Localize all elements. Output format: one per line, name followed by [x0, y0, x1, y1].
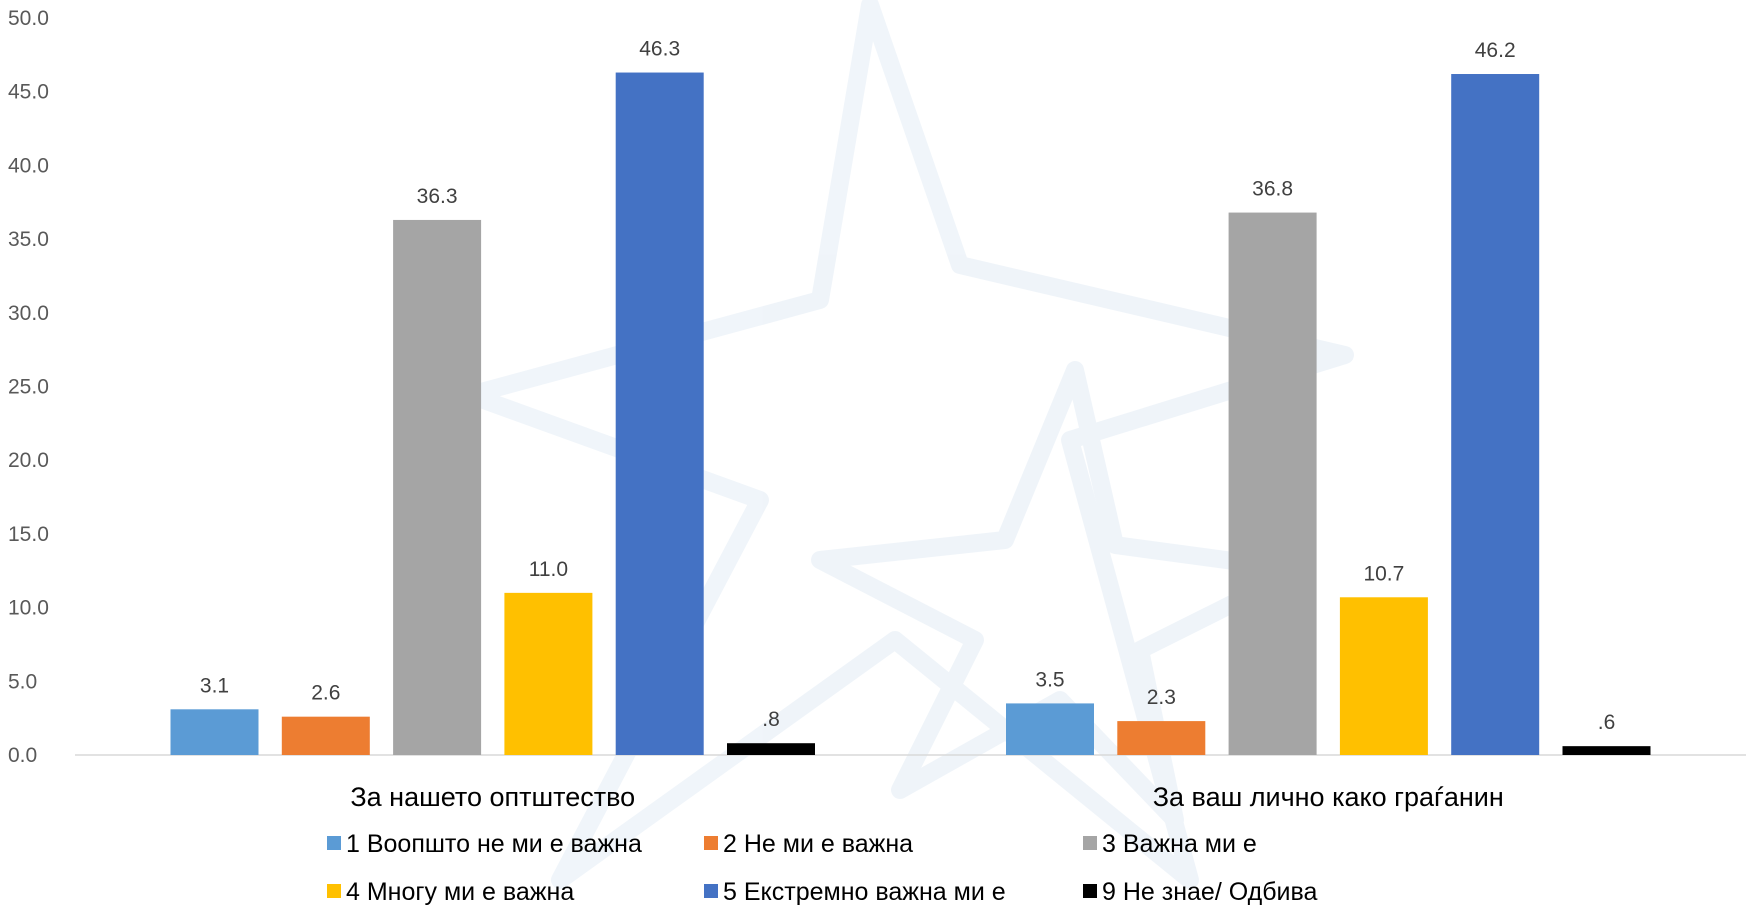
x-category-label: За ваш лично како граѓанин — [1153, 782, 1504, 812]
legend-item: 2 Не ми е важна — [704, 830, 913, 858]
legend-swatch — [327, 884, 341, 898]
legend: 1 Воопшто не ми е важна 2 Не ми е важна 3 … — [327, 830, 1317, 906]
bar — [615, 72, 704, 755]
y-tick-label: 45.0 — [8, 81, 49, 104]
bar — [1228, 212, 1317, 755]
data-label: .6 — [1598, 711, 1616, 734]
data-label: 46.2 — [1475, 39, 1516, 62]
data-label: .8 — [762, 708, 780, 731]
data-labels: 3.1 2.6 36.3 11.0 46.3 .8 3.5 2.3 36.8 10.7 46.2 .6 — [200, 38, 1615, 735]
star-watermark — [461, 0, 1354, 889]
data-label: 11.0 — [529, 558, 568, 581]
x-axis-categories: За нашето оптштество За ваш лично како гр… — [350, 782, 1503, 812]
y-tick-label: 30.0 — [8, 302, 49, 325]
legend-swatch — [1083, 836, 1097, 850]
bar — [1339, 597, 1428, 755]
y-tick-label: 5.0 — [8, 670, 37, 693]
data-label: 3.1 — [200, 674, 229, 697]
y-tick-label: 0.0 — [8, 744, 37, 767]
y-tick-label: 35.0 — [8, 228, 49, 251]
data-label: 2.3 — [1147, 686, 1176, 709]
bar — [1117, 721, 1206, 755]
bars — [170, 72, 1651, 756]
legend-label: 4 Многу ми е важна — [346, 878, 574, 906]
legend-label: 9 Не знае/ Одбива — [1102, 878, 1317, 906]
y-tick-label: 10.0 — [8, 597, 49, 620]
legend-item: 5 Екстремно важна ми е — [704, 878, 1006, 906]
bar — [1451, 74, 1540, 755]
legend-label: 1 Воопшто не ми е важна — [346, 830, 642, 858]
data-label: 10.7 — [1363, 562, 1404, 585]
bar — [393, 219, 482, 756]
data-label: 3.5 — [1035, 668, 1064, 691]
legend-label: 2 Не ми е важна — [723, 830, 913, 858]
y-tick-label: 20.0 — [8, 449, 49, 472]
bar — [281, 716, 370, 755]
bar — [1562, 746, 1651, 755]
y-tick-label: 50.0 — [8, 7, 49, 30]
legend-item: 1 Воопшто не ми е важна — [327, 830, 642, 858]
legend-swatch — [1083, 884, 1097, 898]
bar — [504, 592, 593, 755]
bar — [1006, 703, 1094, 755]
bar — [170, 709, 259, 755]
data-label: 46.3 — [639, 38, 680, 61]
bar — [727, 743, 815, 755]
x-category-label: За нашето оптштество — [350, 782, 635, 812]
data-label: 36.8 — [1252, 178, 1293, 201]
legend-item: 3 Важна ми е — [1083, 830, 1257, 858]
legend-item: 9 Не знае/ Одбива — [1083, 878, 1317, 906]
data-label: 2.6 — [311, 682, 340, 705]
legend-label: 5 Екстремно важна ми е — [723, 878, 1006, 906]
y-axis: 0.0 5.0 10.0 15.0 20.0 25.0 30.0 35.0 40.0 45.0 50… — [8, 7, 49, 767]
legend-item: 4 Многу ми е важна — [327, 878, 574, 906]
legend-label: 3 Важна ми е — [1102, 830, 1257, 858]
y-tick-label: 15.0 — [8, 523, 49, 546]
data-label: 36.3 — [417, 185, 458, 208]
y-tick-label: 25.0 — [8, 376, 49, 399]
legend-swatch — [704, 836, 718, 850]
legend-swatch — [704, 884, 718, 898]
legend-swatch — [327, 836, 341, 850]
y-tick-label: 40.0 — [8, 154, 49, 177]
